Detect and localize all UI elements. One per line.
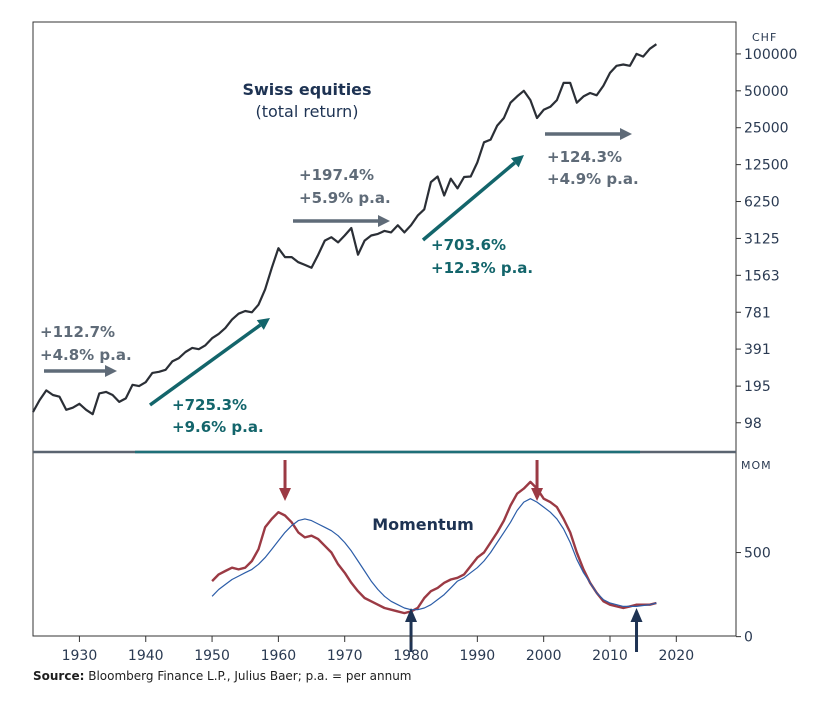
bottom-y-tick-label: 500 (744, 546, 771, 562)
turning-point-arrow-head (279, 488, 292, 501)
x-tick-label: 2020 (658, 648, 694, 664)
annotation-arrow-head (620, 128, 632, 140)
momentum-line-primary (211, 480, 657, 615)
annotation-label: +4.8% p.a. (40, 346, 132, 364)
annotation-label: +12.3% p.a. (431, 259, 533, 277)
top-y-tick-label: 1563 (744, 268, 780, 284)
bottom-series (211, 480, 657, 615)
top-y-tick-label: 6250 (744, 195, 780, 211)
annotation-label: +9.6% p.a. (172, 418, 264, 436)
top-y-tick-label: 391 (744, 342, 771, 358)
annotation-arrow-head (105, 365, 117, 377)
turning-point-arrow-head (405, 608, 418, 622)
top-y-tick-label: 781 (744, 305, 771, 321)
bottom-y-tick-label: 0 (744, 630, 753, 646)
x-axis: 1930 1940 1950 1960 1970 1980 1990 2000 2010 2020 (62, 636, 694, 664)
top-annotations: +112.7% +4.8% p.a. +725.3% +9.6% p.a. +197.4… (40, 128, 639, 436)
momentum-markers (279, 460, 643, 652)
annotation-label: +703.6% (431, 236, 506, 254)
top-chart-title: Swiss equities (242, 80, 371, 99)
annotation-arrow-head (256, 318, 270, 330)
top-y-axis: 98 195 391 781 1563 3125 6250 12500 25000 50000 10… (736, 47, 797, 432)
x-tick-label: 1990 (460, 648, 496, 664)
annotation-label: +197.4% (299, 166, 374, 184)
x-tick-label: 2010 (592, 648, 628, 664)
top-chart-subtitle: (total return) (255, 102, 358, 121)
x-tick-label: 1970 (327, 648, 363, 664)
top-y-tick-label: 100000 (744, 47, 797, 63)
x-tick-label: 1930 (62, 648, 98, 664)
source-note: Source: Bloomberg Finance L.P., Julius B… (33, 669, 411, 683)
bottom-unit-label: MOM (741, 459, 772, 472)
top-y-tick-label: 12500 (744, 158, 789, 174)
top-y-tick-label: 25000 (744, 121, 789, 137)
bottom-y-axis: 0 500 (736, 546, 771, 646)
annotation-label: +4.9% p.a. (547, 170, 639, 188)
annotation-arrow-head (378, 215, 390, 227)
top-y-tick-label: 98 (744, 416, 762, 432)
bottom-chart-title: Momentum (372, 515, 474, 534)
x-tick-label: 1980 (393, 648, 429, 664)
annotation-label: +5.9% p.a. (299, 189, 391, 207)
swiss-equities-line (32, 43, 658, 416)
turning-point-arrow-head (630, 608, 643, 622)
annotation-arrow-shaft (148, 323, 262, 407)
annotation-label: +124.3% (547, 148, 622, 166)
turning-point-arrow-head (531, 488, 544, 501)
source-label: Source: (33, 669, 85, 683)
top-y-tick-label: 50000 (744, 84, 789, 100)
top-series (32, 43, 658, 416)
x-tick-label: 1950 (194, 648, 230, 664)
top-y-tick-label: 195 (744, 379, 771, 395)
plot-border (32, 21, 737, 637)
annotation-arrow-head (510, 155, 524, 168)
annotation-label: +725.3% (172, 396, 247, 414)
annotation-arrow-shaft (421, 161, 516, 242)
top-unit-label: CHF (752, 31, 777, 44)
chart-frame (32, 21, 737, 637)
x-tick-label: 1940 (128, 648, 164, 664)
x-tick-label: 2000 (526, 648, 562, 664)
momentum-line-secondary (211, 498, 657, 611)
x-tick-label: 1960 (261, 648, 297, 664)
source-text: Bloomberg Finance L.P., Julius Baer; p.a… (84, 669, 412, 683)
annotation-label: +112.7% (40, 323, 115, 341)
top-y-tick-label: 3125 (744, 231, 780, 247)
